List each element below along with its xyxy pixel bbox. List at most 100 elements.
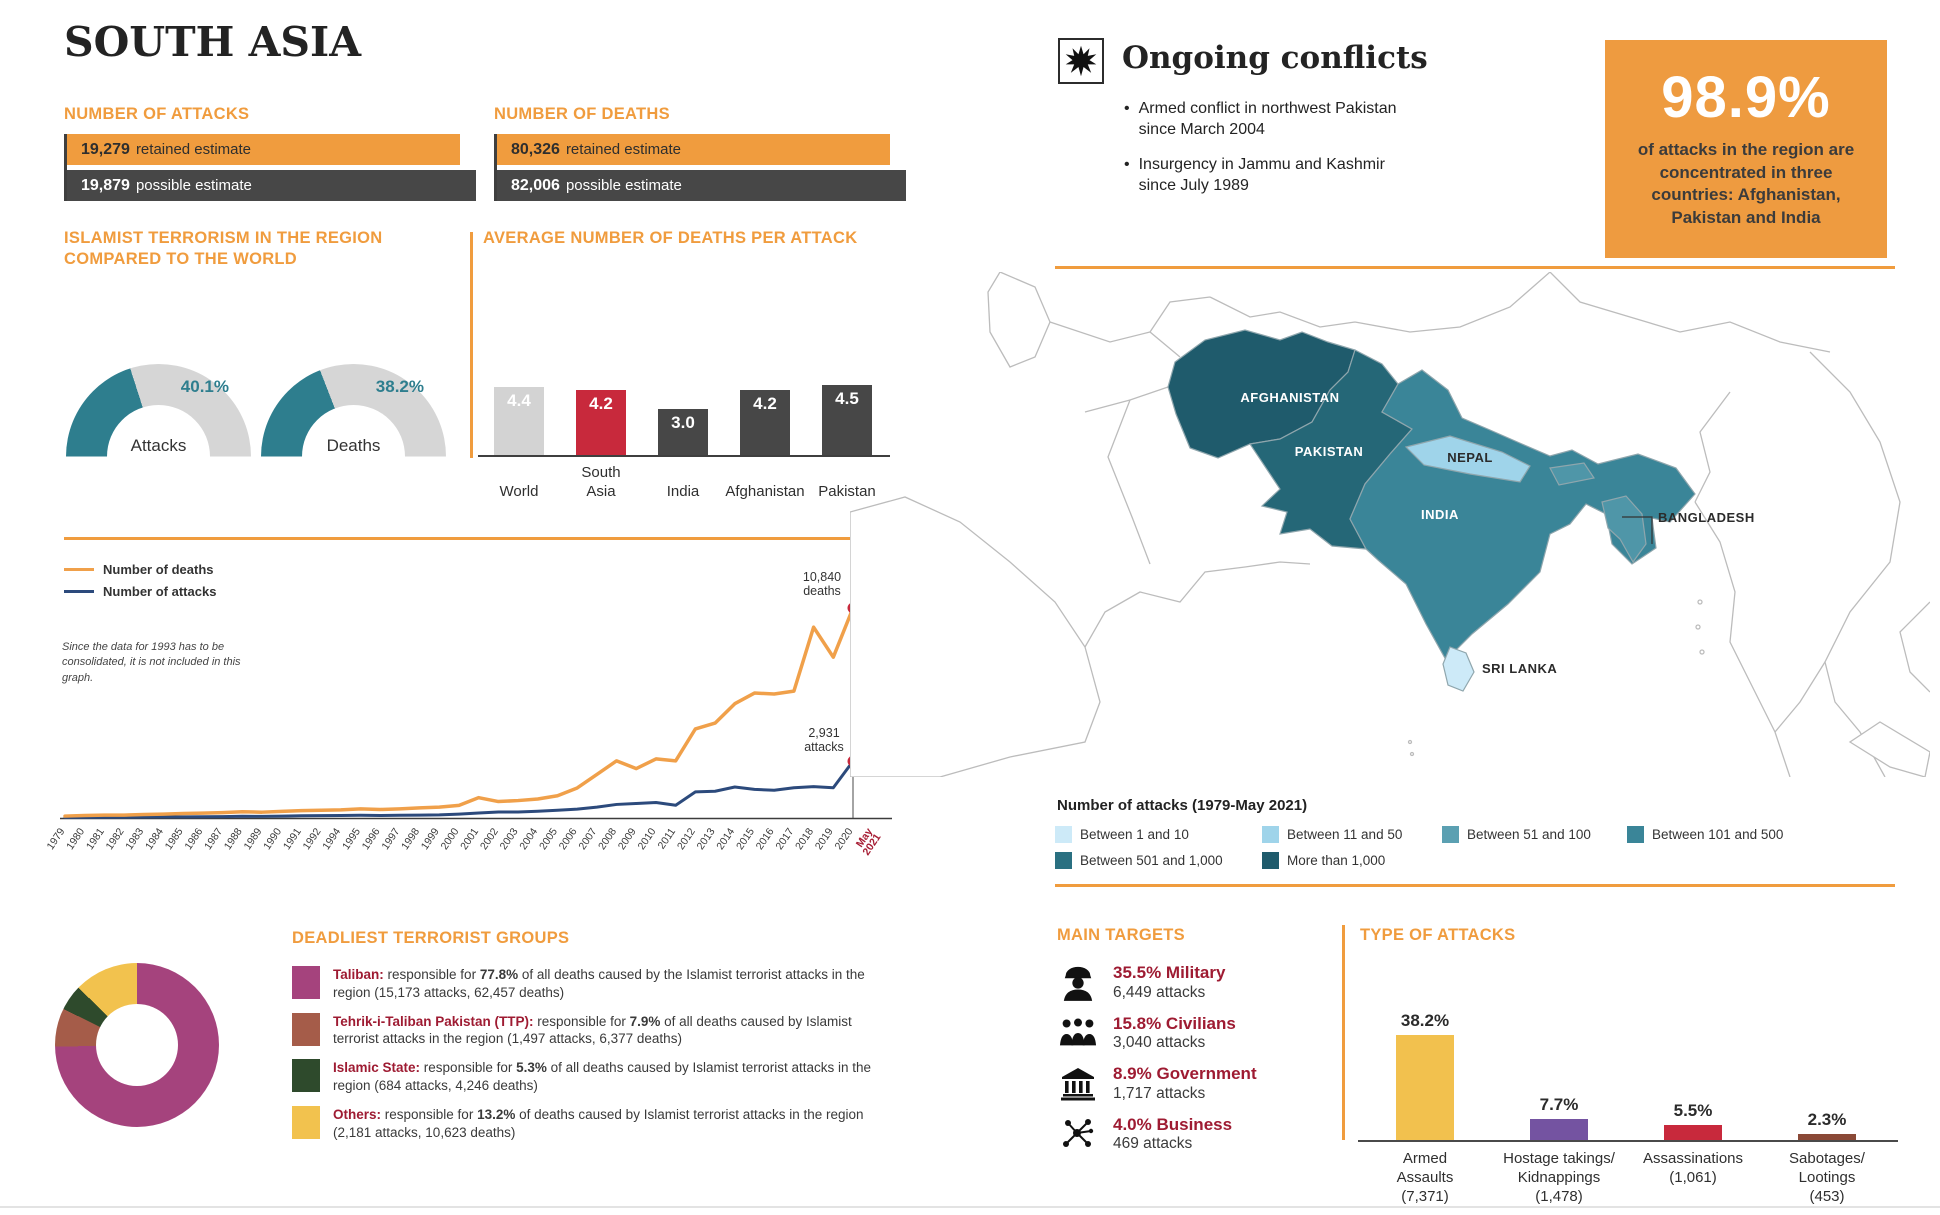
- type-bar-label-3: Sabotages/Lootings (453): [1789, 1150, 1865, 1206]
- svg-text:1998: 1998: [399, 826, 422, 852]
- svg-text:1988: 1988: [222, 826, 245, 852]
- attacks-line-swatch: [64, 590, 94, 593]
- avg-bar-label-2: India: [666, 482, 700, 500]
- legend-deaths-label: Number of deaths: [103, 562, 214, 577]
- label-bangladesh: BANGLADESH: [1658, 510, 1755, 525]
- type-bar-label-0: Armed Assaults (7,371): [1396, 1150, 1454, 1206]
- business-icon: [1057, 1115, 1099, 1151]
- conflicts-heading: Ongoing conflicts: [1122, 40, 1428, 76]
- gauge-deaths: 38.2% Deaths: [261, 364, 446, 458]
- gauge-attacks-label: Attacks: [130, 436, 187, 455]
- svg-text:2006: 2006: [557, 826, 580, 852]
- country-nepal: [1404, 435, 1531, 483]
- divider-right-1: [1055, 266, 1895, 269]
- avg-bar-1: 4.2: [560, 389, 642, 455]
- deaths-possible-bar: 82,006 possible estimate: [497, 170, 906, 202]
- svg-text:1980: 1980: [64, 826, 87, 852]
- target-government: 8.9% Government 1,717 attacks: [1057, 1063, 1327, 1102]
- bangladesh-leader-line: [1622, 516, 1653, 544]
- map-legend-item-3: Between 101 and 500: [1627, 826, 1887, 843]
- group-item-2: Islamic State: responsible for 5.3% of a…: [292, 1059, 892, 1095]
- targets-heading: MAIN TARGETS: [1057, 926, 1185, 944]
- avg-deaths-labels: World South Asia India Afghanistan Pakistan: [478, 457, 890, 502]
- stat-attacks: NUMBER OF ATTACKS 19,279 retained estima…: [64, 104, 476, 202]
- map-legend: Between 1 and 10 Between 11 and 50 Between…: [1055, 826, 1887, 869]
- svg-text:2017: 2017: [773, 826, 796, 852]
- government-icon: [1057, 1065, 1099, 1101]
- explosion-icon-box: [1058, 38, 1104, 84]
- avg-bar-label-3: Afghanistan: [725, 482, 805, 500]
- page-bottom-rule: [0, 1206, 1940, 1208]
- target-civilians: 15.8% Civilians 3,040 attacks: [1057, 1013, 1327, 1052]
- gauge-row: 40.1% Attacks 38.2% Deaths: [66, 364, 446, 458]
- svg-text:2002: 2002: [478, 826, 501, 852]
- annotation-deaths-peak: 10,840 deaths: [802, 570, 842, 599]
- south-asia-map: AFGHANISTAN PAKISTAN NEPAL INDIA BANGLAD…: [850, 272, 1930, 777]
- avg-heading: AVERAGE NUMBER OF DEATHS PER ATTACK: [483, 229, 858, 247]
- svg-text:1990: 1990: [261, 826, 284, 852]
- map-countries: [1167, 329, 1696, 692]
- svg-text:2016: 2016: [754, 826, 777, 852]
- divider-vertical-right: [1342, 925, 1345, 1140]
- target-military: 35.5% Military 6,449 attacks: [1057, 962, 1327, 1002]
- timeline-note: Since the data for 1993 has to be consol…: [62, 641, 241, 684]
- avg-bar-2: 3.0: [642, 408, 724, 455]
- map-legend-item-4: Between 501 and 1,000: [1055, 852, 1262, 869]
- stat-deaths-bars: 80,326 retained estimate 82,006 possible…: [494, 134, 906, 202]
- label-sri-lanka: SRI LANKA: [1482, 661, 1557, 676]
- targets-list: 35.5% Military 6,449 attacks 15.8% Civil…: [1057, 962, 1327, 1164]
- map-legend-title: Number of attacks (1979-May 2021): [1057, 797, 1308, 814]
- type-bar-2: 5.5%: [1626, 1101, 1760, 1140]
- attacks-retained-label: retained estimate: [135, 141, 252, 159]
- map-labels: AFGHANISTAN PAKISTAN NEPAL INDIA BANGLAD…: [1240, 390, 1754, 676]
- svg-text:1996: 1996: [360, 826, 383, 852]
- conflicts-bullets: • Armed conflict in northwest Pakistan s…: [1124, 98, 1397, 196]
- stat-deaths: NUMBER OF DEATHS 80,326 retained estimat…: [494, 104, 906, 202]
- civilians-icon: [1057, 1016, 1099, 1050]
- deaths-line-swatch: [64, 568, 94, 571]
- svg-text:1997: 1997: [379, 826, 402, 852]
- highlight-text: of attacks in the region are concentrate…: [1637, 140, 1855, 227]
- highlight-box: 98.9% of attacks in the region are conce…: [1605, 40, 1887, 258]
- timeline-chart: 1979198019811982198319841985198619871988…: [44, 602, 892, 858]
- type-bar-1: 7.7%: [1492, 1095, 1626, 1140]
- avg-bar-3: 4.2: [724, 389, 806, 455]
- country-sri-lanka: [1442, 646, 1475, 692]
- svg-text:1995: 1995: [340, 826, 363, 852]
- svg-text:1992: 1992: [301, 826, 324, 852]
- svg-text:1984: 1984: [143, 826, 166, 852]
- svg-text:2009: 2009: [616, 826, 639, 852]
- divider-left-1: [64, 537, 892, 540]
- country-bangladesh: [1601, 495, 1647, 564]
- gauge-attacks-pct: 40.1%: [180, 377, 229, 396]
- svg-text:2012: 2012: [675, 826, 698, 852]
- svg-text:2008: 2008: [596, 826, 619, 852]
- conflict-bullet-1: • Armed conflict in northwest Pakistan s…: [1124, 98, 1397, 140]
- type-bar-0: 38.2%: [1358, 1011, 1492, 1140]
- map-coastlines: [850, 272, 1930, 777]
- timeline-legend: Number of deaths Number of attacks: [64, 562, 216, 606]
- svg-text:1985: 1985: [163, 826, 186, 852]
- bullet-dot: •: [1124, 156, 1130, 174]
- label-afghanistan: AFGHANISTAN: [1240, 390, 1339, 405]
- gauge-deaths-pct: 38.2%: [375, 377, 424, 396]
- divider-right-2: [1055, 884, 1895, 887]
- svg-text:1983: 1983: [123, 826, 146, 852]
- group-item-3: Others: responsible for 13.2% of deaths …: [292, 1105, 892, 1142]
- svg-text:2010: 2010: [635, 826, 658, 852]
- svg-text:1991: 1991: [281, 826, 304, 852]
- svg-text:May2021: May2021: [852, 826, 883, 858]
- deaths-retained-value: 80,326: [511, 140, 560, 158]
- country-india: [1349, 369, 1696, 661]
- svg-text:2011: 2011: [656, 826, 679, 852]
- svg-text:2014: 2014: [714, 826, 737, 852]
- svg-text:1987: 1987: [202, 826, 225, 852]
- attacks-possible-label: possible estimate: [135, 177, 252, 195]
- svg-text:2020: 2020: [832, 826, 855, 852]
- highlight-value: 98.9%: [1661, 65, 1831, 130]
- gauge-deaths-label: Deaths: [326, 436, 381, 455]
- type-bar-3: 2.3%: [1760, 1110, 1894, 1140]
- svg-text:2003: 2003: [498, 826, 521, 852]
- avg-bar-label-0: World: [499, 482, 539, 500]
